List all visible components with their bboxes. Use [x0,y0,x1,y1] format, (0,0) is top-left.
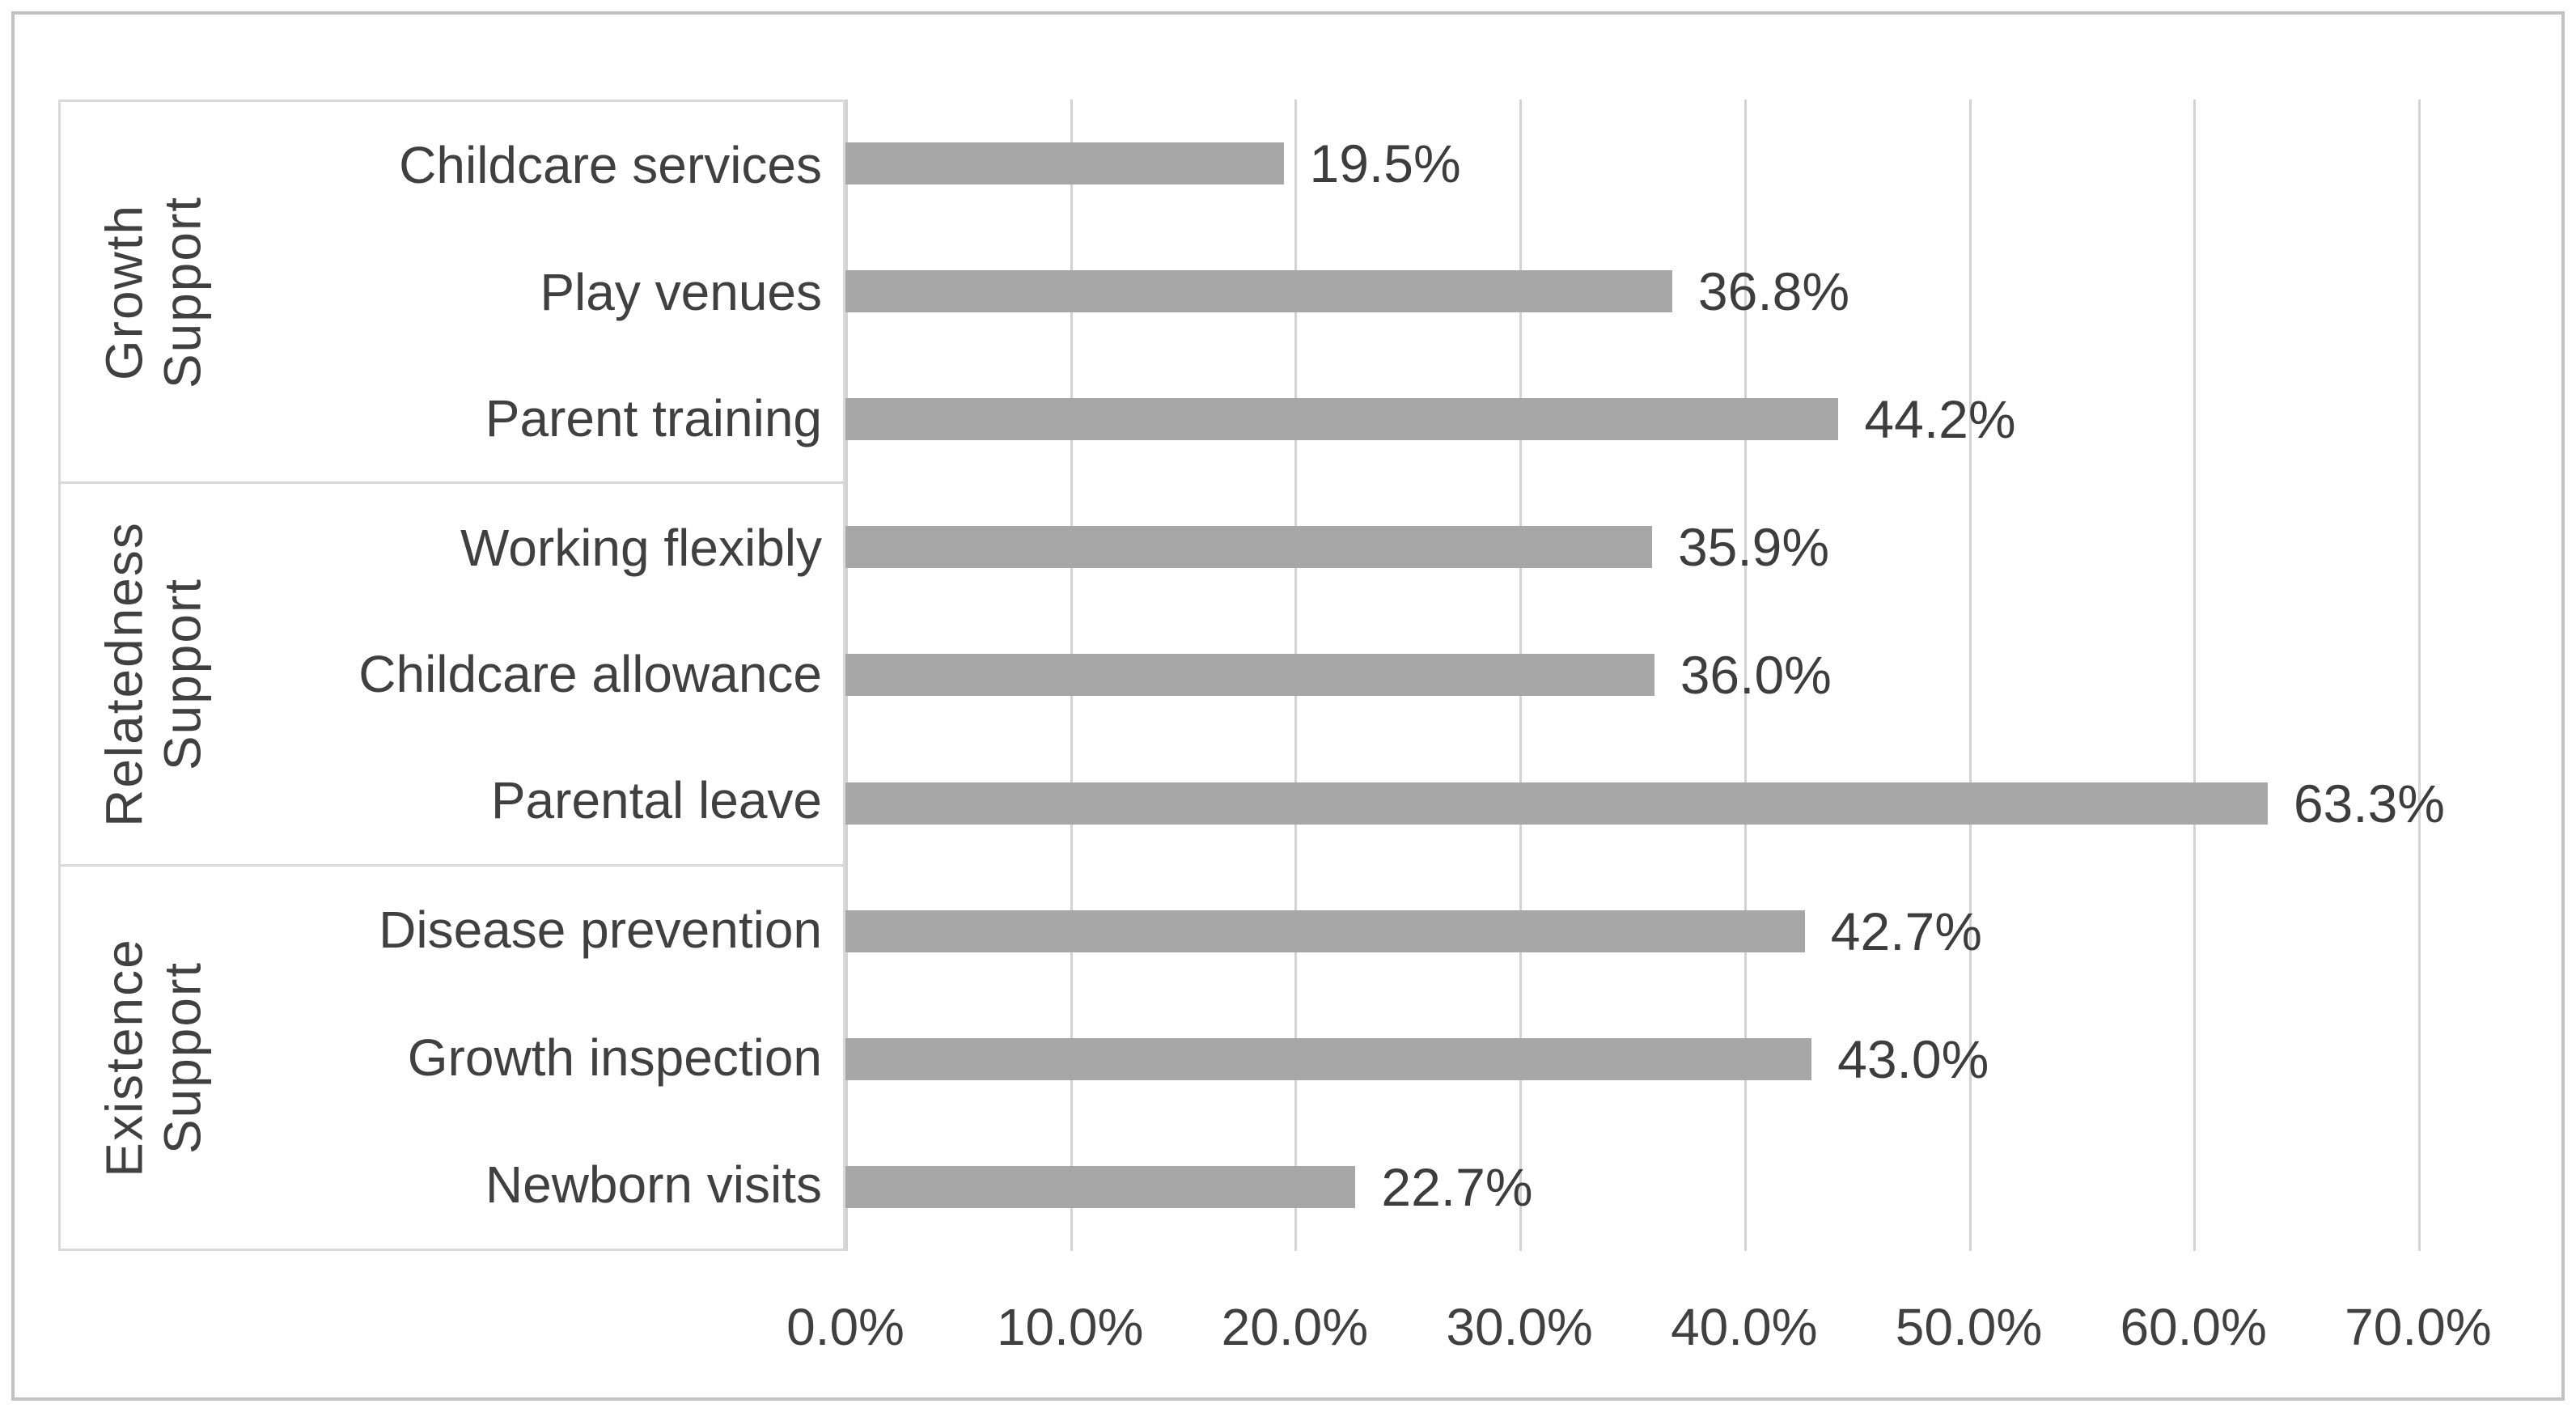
category-label: Parental leave [490,771,822,830]
bar-row: 19.5% [845,100,2512,227]
bar-row: 36.8% [845,227,2512,355]
x-axis-tick-label: 30.0% [1446,1298,1593,1356]
category-label: Childcare allowance [358,644,822,703]
bar-value-label: 63.3% [2293,773,2445,833]
bar-row: 63.3% [845,740,2512,867]
category-label: Growth inspection [407,1028,822,1087]
bar [845,782,2268,825]
category-label: Newborn visits [485,1155,822,1215]
bar-value-label: 42.7% [1830,901,1982,961]
gridline [1968,100,1972,1251]
bar-row: 44.2% [845,355,2512,483]
bar-value-label: 35.9% [1677,517,1830,578]
bar-row: 35.9% [845,483,2512,611]
bar [845,270,1672,313]
category-label-box: Growth Support Childcare services Play v… [58,100,845,1251]
group-label-column: Growth Support [61,102,247,481]
x-axis: 0.0% 10.0% 20.0% 30.0% 40.0% 50.0% 60.0%… [786,1283,2512,1372]
bar [845,1165,1356,1208]
bar-value-label: 36.8% [1697,261,1850,322]
x-axis-tick-label: 0.0% [786,1298,905,1356]
bar [845,398,1839,441]
x-axis-tick-label: 70.0% [2345,1298,2492,1356]
group-label-column: Existence Support [61,867,247,1249]
category-label: Childcare services [399,136,822,195]
x-axis-tick-label: 10.0% [996,1298,1144,1356]
category-group-1: Relatedness Support Working flexibly Chi… [61,484,843,867]
group-label: Relatedness Support [95,521,211,827]
bar-row: 43.0% [845,995,2512,1123]
gridline [2417,100,2421,1251]
category-label: Working flexibly [460,518,822,577]
gridline [2193,100,2197,1251]
x-axis-tick-label: 20.0% [1221,1298,1369,1356]
bar-row: 22.7% [845,1123,2512,1251]
category-label: Parent training [485,389,822,448]
bar [845,1037,1812,1080]
group-label-column: Relatedness Support [61,484,247,863]
category-labels-column: Working flexibly Childcare allowance Par… [247,484,843,863]
bar-value-label: 43.0% [1837,1028,1989,1089]
category-label: Disease prevention [379,901,822,960]
category-group-2: Existence Support Disease prevention Gro… [61,867,843,1249]
plot-area: 19.5% 36.8% 44.2% 35.9% 36.0% 63.3% 42.7… [845,100,2512,1251]
x-axis-tick-label: 50.0% [1895,1298,2043,1356]
bar [845,526,1652,569]
bar-value-label: 19.5% [1309,134,1461,194]
group-label: Existence Support [95,938,211,1177]
gridline [1743,100,1747,1251]
bar [845,910,1805,952]
bar-value-label: 22.7% [1381,1156,1533,1217]
bar-value-label: 36.0% [1680,645,1832,706]
bar-row: 42.7% [845,867,2512,995]
category-labels-column: Childcare services Play venues Parent tr… [247,102,843,481]
chart-outer-border [11,11,2565,1401]
category-label: Play venues [540,262,822,321]
bar [845,142,1284,185]
bar-value-label: 44.2% [1864,389,2016,450]
bar-row: 36.0% [845,611,2512,739]
x-axis-tick-label: 40.0% [1671,1298,1818,1356]
category-group-0: Growth Support Childcare services Play v… [61,102,843,485]
group-label: Growth Support [95,195,211,388]
category-labels-column: Disease prevention Growth inspection New… [247,867,843,1249]
bar [845,654,1654,697]
x-axis-tick-label: 60.0% [2120,1298,2267,1356]
